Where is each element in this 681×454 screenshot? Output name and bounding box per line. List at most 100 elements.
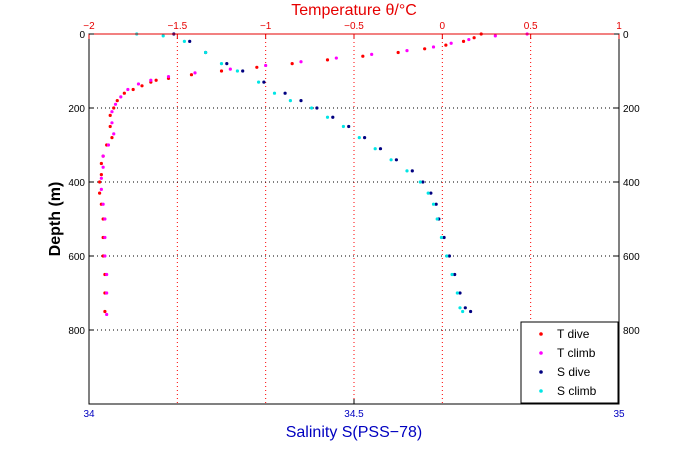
point-t-dive — [98, 180, 102, 184]
depth-tick-label-left: 800 — [68, 326, 85, 337]
point-t-climb — [101, 154, 105, 158]
point-s-climb — [257, 80, 261, 84]
legend: T dive T climb S dive S climb — [520, 321, 619, 404]
point-t-dive — [255, 65, 259, 69]
point-t-dive — [103, 309, 107, 314]
point-s-dive — [241, 69, 245, 73]
point-t-dive — [122, 91, 126, 95]
point-t-dive — [98, 191, 102, 195]
point-s-dive — [363, 136, 367, 140]
point-t-climb — [136, 82, 141, 86]
depth-tick-label-right: 200 — [623, 104, 640, 115]
point-t-climb — [112, 132, 116, 136]
point-t-dive — [99, 173, 103, 177]
point-t-climb — [103, 254, 107, 258]
point-s-dive — [463, 306, 467, 310]
point-s-dive — [283, 91, 287, 95]
depth-tick-label-left: 0 — [79, 30, 85, 41]
temperature-tick-label: 1 — [616, 21, 622, 32]
point-t-dive — [112, 106, 116, 110]
point-s-climb — [341, 124, 345, 129]
point-s-climb — [161, 34, 165, 38]
point-t-climb — [193, 71, 197, 75]
point-t-climb — [264, 63, 268, 68]
point-s-climb — [310, 106, 314, 110]
point-t-dive — [131, 87, 135, 92]
point-t-climb — [105, 272, 109, 277]
point-t-dive — [219, 69, 224, 73]
point-s-dive — [331, 115, 335, 119]
point-s-dive — [315, 106, 319, 110]
grid — [89, 34, 619, 404]
point-s-dive — [378, 147, 383, 151]
salinity-tick-label: 34.5 — [344, 409, 364, 420]
point-t-climb — [110, 121, 114, 125]
point-t-climb — [166, 74, 171, 79]
temperature-tick-label: 0.5 — [524, 21, 538, 32]
x-axis-label: Salinity S(PSS−78) — [286, 424, 423, 441]
legend-marker — [539, 389, 543, 393]
point-s-climb — [418, 180, 422, 184]
legend-items: T dive T climb S dive S climb — [539, 327, 597, 398]
point-t-dive — [140, 84, 144, 88]
legend-marker — [539, 332, 543, 336]
point-t-climb — [405, 49, 409, 53]
point-t-climb — [105, 291, 109, 295]
point-s-dive — [394, 158, 398, 162]
point-t-climb — [334, 56, 338, 60]
depth-tick-label-right: 0 — [623, 30, 629, 41]
point-s-climb — [405, 169, 409, 173]
legend-marker — [539, 370, 543, 374]
point-s-dive — [429, 191, 433, 195]
point-s-climb — [182, 39, 186, 44]
point-t-climb — [103, 217, 107, 221]
point-t-climb — [228, 67, 232, 71]
point-s-climb — [439, 235, 444, 240]
depth-tick-label-left: 400 — [68, 178, 85, 189]
legend-label: S climb — [557, 384, 597, 398]
point-t-climb — [119, 95, 123, 99]
point-t-dive — [396, 50, 400, 55]
point-s-dive — [434, 202, 438, 206]
point-s-dive — [442, 235, 446, 240]
point-t-dive — [444, 43, 448, 47]
legend-label: S dive — [557, 365, 591, 379]
point-t-climb — [126, 87, 130, 92]
point-s-dive — [262, 80, 266, 84]
point-t-dive — [325, 58, 330, 62]
salinity-tick-label: 34 — [83, 409, 95, 420]
point-t-dive — [115, 99, 119, 103]
axes-layer: −2 −1.5 −1 −0.5 0 0.5 1 34 34.5 35 0 0 200 200 400 400 6… — [68, 21, 640, 420]
point-s-climb — [445, 254, 449, 258]
chart-title-temperature: Temperature θ/°C — [291, 2, 417, 19]
point-t-dive — [290, 62, 294, 66]
point-t-dive — [361, 54, 365, 58]
point-s-dive — [299, 99, 303, 103]
point-t-climb — [99, 187, 103, 191]
point-s-dive — [447, 254, 451, 258]
point-t-climb — [110, 110, 114, 114]
depth-tick-label-right: 400 — [623, 178, 640, 189]
point-t-climb — [467, 37, 471, 42]
point-t-dive — [108, 113, 112, 117]
point-t-climb — [113, 102, 118, 106]
point-t-dive — [423, 47, 427, 51]
point-t-dive — [461, 39, 466, 44]
legend-label: T dive — [557, 327, 590, 341]
point-s-climb — [431, 202, 436, 206]
point-s-climb — [461, 309, 465, 314]
point-t-climb — [431, 45, 436, 49]
point-s-climb — [450, 272, 454, 277]
point-s-dive — [421, 180, 425, 184]
depth-tick-label-left: 200 — [68, 104, 85, 115]
legend-marker — [539, 351, 543, 355]
point-t-climb — [493, 34, 497, 38]
point-s-dive — [458, 291, 462, 295]
point-t-dive — [108, 124, 112, 129]
legend-box — [520, 321, 619, 404]
point-s-climb — [373, 147, 377, 151]
point-s-climb — [389, 158, 393, 162]
depth-tick-label-right: 800 — [623, 326, 640, 337]
point-s-climb — [426, 191, 430, 195]
y-axis-label: Depth (m) — [47, 182, 64, 257]
